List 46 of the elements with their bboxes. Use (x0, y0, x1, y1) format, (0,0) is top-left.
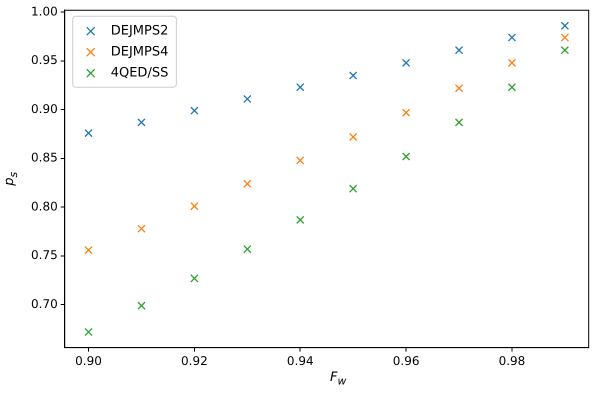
x-tick-label: 0.94 (286, 354, 314, 368)
point (137, 118, 146, 127)
point (296, 156, 304, 165)
point (84, 328, 93, 336)
point (508, 33, 516, 42)
point (84, 246, 93, 254)
x-tick-label: 0.90 (75, 354, 102, 368)
point (454, 84, 464, 92)
point (137, 224, 146, 233)
legend-label: DEJMPS2 (110, 24, 168, 39)
point (296, 83, 304, 92)
y-tick-label: 0.85 (31, 150, 58, 165)
y-tick-label: 0.80 (31, 199, 58, 214)
point (84, 128, 93, 138)
y-tick-label: 0.70 (31, 296, 58, 311)
point (508, 58, 516, 68)
legend-label: 4QED/SS (110, 66, 168, 81)
point (243, 94, 252, 104)
point (402, 58, 410, 68)
point (348, 184, 358, 193)
point (190, 106, 199, 115)
point (402, 152, 410, 161)
point (243, 244, 252, 254)
point (560, 33, 570, 42)
point (243, 180, 252, 188)
y-tick-label: 1.00 (31, 4, 58, 18)
point (190, 274, 199, 283)
point (137, 301, 146, 310)
point (508, 83, 516, 92)
point (190, 202, 199, 210)
y-tick-label: 0.75 (31, 248, 58, 262)
x-axis-title: F$_{w}$ (330, 370, 346, 388)
point (560, 22, 570, 30)
point (454, 46, 464, 54)
y-tick-label: 0.95 (31, 53, 58, 68)
point (402, 108, 410, 117)
legend-label: DEJMPS4 (110, 44, 168, 60)
x-tick-label: 0.92 (181, 354, 208, 368)
point (348, 132, 358, 142)
point (348, 71, 358, 80)
point (454, 118, 464, 127)
point (560, 46, 570, 54)
y-tick-label: 0.90 (31, 102, 58, 116)
x-tick-label: 0.96 (392, 354, 420, 368)
x-tick-label: 0.98 (498, 354, 526, 368)
point (296, 216, 304, 224)
